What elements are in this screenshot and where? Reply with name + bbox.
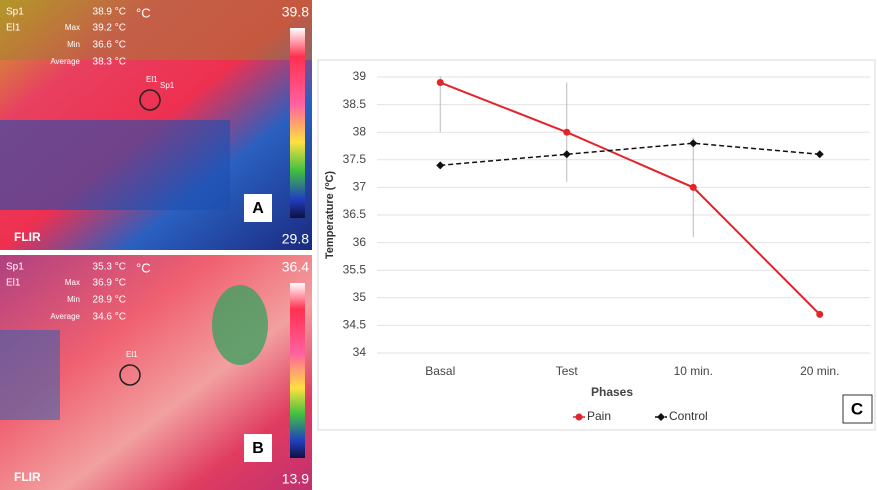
y-tick-label: 38.5 [343, 97, 367, 111]
stat-value: 38.3 °C [93, 57, 126, 68]
ellipse-label: El1 [6, 23, 21, 34]
data-point [436, 161, 445, 170]
letter-box [244, 194, 272, 222]
stat-label: Min [67, 295, 80, 304]
stat-label: Max [65, 23, 80, 32]
series-line [439, 81, 821, 316]
legend-label: Pain [587, 409, 611, 423]
panel-label: C [851, 399, 863, 418]
y-tick-label: 36.5 [343, 207, 367, 221]
scale-min: 13.9 [282, 471, 309, 487]
x-tick-label: 20 min. [800, 364, 839, 378]
data-point [689, 183, 697, 191]
data-point [816, 310, 824, 318]
letter: B [252, 440, 264, 457]
thermal-panel: Sp1 38.9 °C El1 Max 39.2 °C Min 36.6 °C Average… [6, 4, 309, 247]
scale-max: 39.8 [282, 4, 309, 20]
stat-value: 34.6 °C [93, 312, 126, 323]
overlay [0, 120, 230, 210]
y-tick-label: 36 [353, 235, 367, 249]
y-tick-label: 35 [353, 290, 367, 304]
marker-label: El1 [146, 75, 158, 84]
y-tick-label: 34.5 [343, 318, 367, 332]
stat-value: 39.2 °C [93, 23, 126, 34]
stat-value: 28.9 °C [93, 295, 126, 306]
brand: FLIR [14, 470, 41, 484]
data-point [562, 150, 571, 159]
overlay [0, 0, 312, 60]
x-tick-label: Basal [425, 364, 455, 378]
unit: °C [136, 5, 151, 20]
overlay [0, 330, 60, 420]
spot-value: 38.9 °C [93, 7, 126, 18]
color-scale [290, 283, 305, 458]
y-tick-label: 38 [353, 124, 367, 138]
x-tick-label: Test [556, 364, 579, 378]
data-point [436, 79, 444, 87]
y-tick-label: 35.5 [343, 262, 367, 276]
brand: FLIR [14, 230, 41, 244]
marker-label: Sp1 [160, 81, 175, 90]
series-line [440, 142, 820, 167]
spot-marker [119, 364, 141, 386]
color-scale [290, 28, 305, 218]
spot-label: Sp1 [6, 7, 24, 18]
y-tick-label: 39 [353, 69, 367, 83]
spot-marker [139, 89, 161, 111]
chart-frame [317, 59, 876, 431]
stat-label: Max [65, 278, 80, 287]
x-axis-title: Phases [591, 385, 633, 399]
letter-box [244, 434, 272, 462]
spot-label: Sp1 [6, 262, 24, 273]
data-point [689, 139, 698, 148]
stat-label: Average [50, 57, 80, 66]
scale-max: 36.4 [282, 259, 309, 275]
data-point [563, 128, 571, 136]
legend-marker [657, 413, 665, 421]
overlay [212, 285, 268, 365]
spot-value: 35.3 °C [93, 262, 126, 273]
ellipse-label: El1 [6, 278, 21, 289]
thermal-panel: Sp1 35.3 °C El1 Max 36.9 °C Min 28.9 °C Average… [6, 259, 309, 487]
y-tick-label: 37 [353, 180, 367, 194]
letter: A [252, 200, 264, 217]
unit: °C [136, 260, 151, 275]
stat-label: Min [67, 40, 80, 49]
x-tick-label: 10 min. [674, 364, 713, 378]
stat-label: Average [50, 312, 80, 321]
legend-label: Control [669, 409, 708, 423]
y-axis-title: Temperature (ºC) [324, 171, 336, 259]
marker-label: El1 [126, 350, 138, 359]
stat-value: 36.9 °C [93, 278, 126, 289]
data-point [815, 150, 824, 159]
y-tick-label: 34 [353, 345, 367, 359]
legend-marker [575, 413, 583, 421]
stat-value: 36.6 °C [93, 40, 126, 51]
scale-min: 29.8 [282, 231, 309, 247]
panel-label-box [842, 394, 873, 424]
y-tick-label: 37.5 [343, 152, 367, 166]
